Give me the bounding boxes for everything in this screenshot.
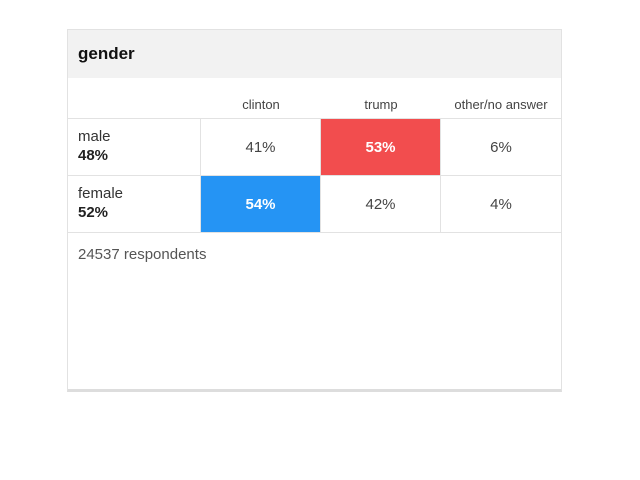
row-label: male 48% [68, 119, 201, 175]
row-share-female: 52% [78, 204, 109, 221]
card-title: gender [78, 44, 135, 63]
cell-female-trump: 42% [321, 176, 441, 232]
column-header-row: clinton trump other/no answer [68, 78, 561, 119]
column-header-other: other/no answer [454, 97, 548, 112]
row-name-female: female [78, 185, 124, 202]
column-header-clinton: clinton [242, 97, 280, 112]
table-row-female: female 52% 54% 42% 4% [68, 176, 561, 233]
row-name-male: male [78, 128, 111, 145]
cell-male-other: 6% [490, 138, 512, 156]
card-header: gender [68, 30, 561, 78]
column-header-trump: trump [364, 97, 398, 112]
cell-male-clinton: 41% [201, 119, 321, 175]
cell-female-clinton: 54% [201, 176, 321, 232]
cell-male-trump: 53% [321, 119, 441, 175]
exit-poll-card: gender clinton trump other/no answer mal… [67, 29, 562, 392]
row-label: female 52% [68, 176, 201, 232]
row-share-male: 48% [78, 147, 109, 164]
cell-female-other: 4% [490, 195, 512, 213]
table-row-male: male 48% 41% 53% 6% [68, 119, 561, 176]
respondents-count: 24537 respondents [78, 246, 207, 263]
